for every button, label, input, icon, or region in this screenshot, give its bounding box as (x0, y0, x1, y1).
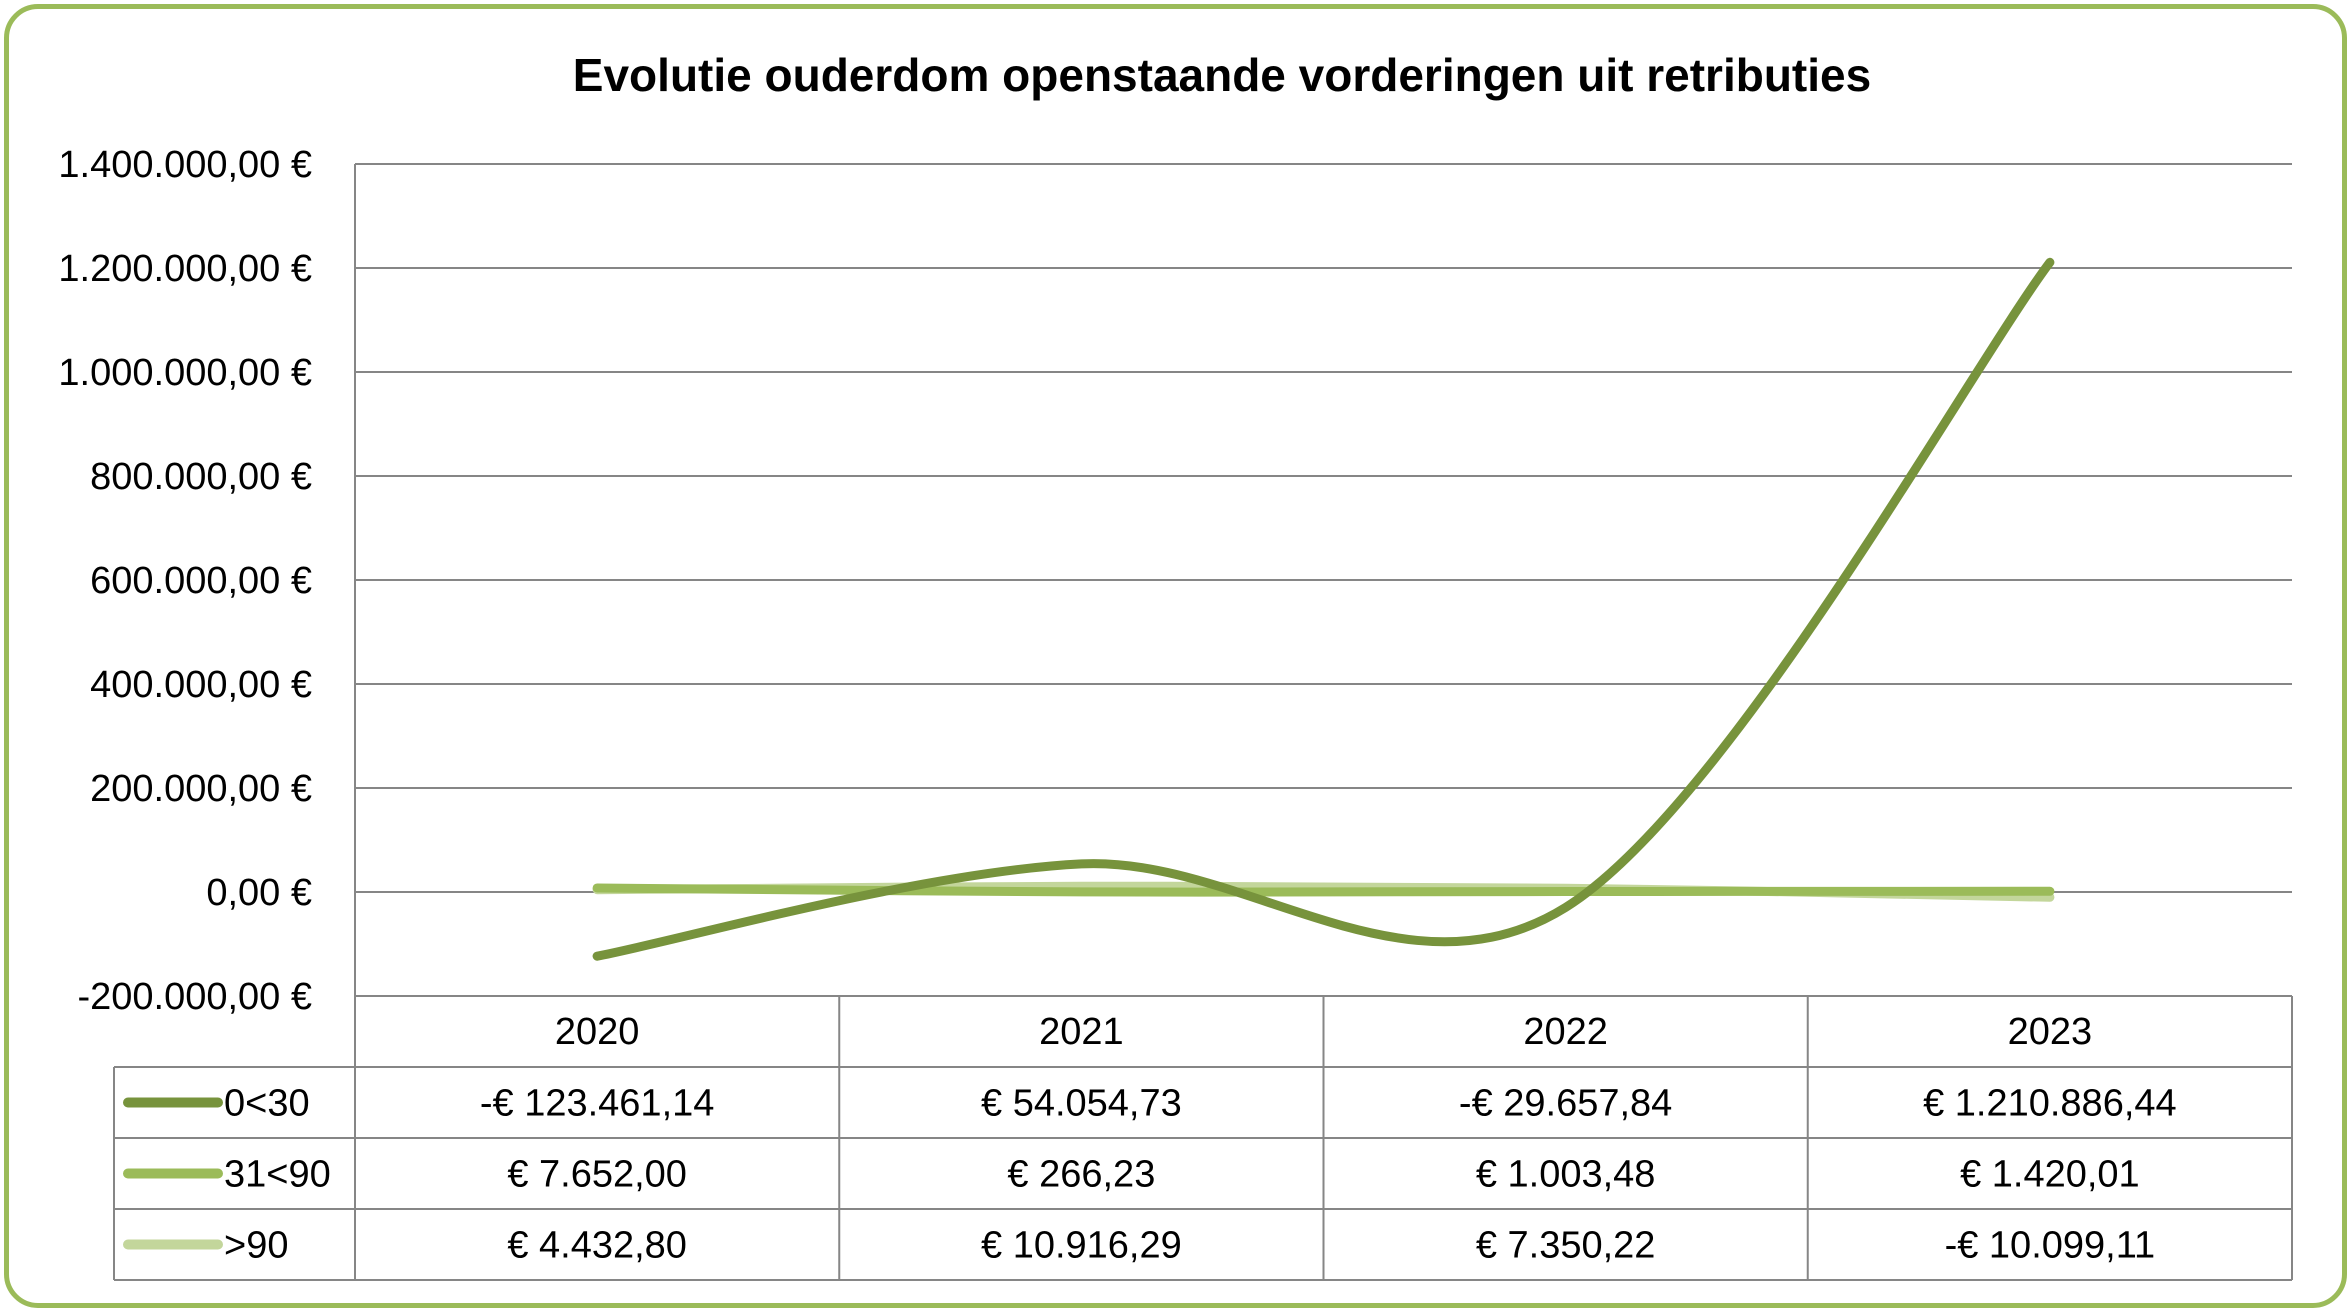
x-category-label: 2021 (1039, 1011, 1124, 1053)
y-tick-label: 600.000,00 € (90, 560, 312, 602)
y-tick-label: 1.000.000,00 € (58, 352, 312, 394)
y-tick-label: 200.000,00 € (90, 768, 312, 810)
y-tick-label: -200.000,00 € (77, 976, 312, 1018)
series-lines (592, 257, 2055, 961)
y-tick-label: 1.400.000,00 € (58, 144, 312, 186)
legend-label: >90 (224, 1225, 288, 1267)
legend-label: 31<90 (224, 1154, 331, 1196)
x-category-label: 2022 (1523, 1011, 1608, 1053)
series-line-2 (592, 883, 2055, 897)
data-table-cell: € 4.432,80 (507, 1225, 687, 1267)
x-category-label: 2023 (2008, 1011, 2093, 1053)
data-table-cell: -€ 10.099,11 (1945, 1225, 2156, 1267)
y-tick-label: 800.000,00 € (90, 456, 312, 498)
y-tick-label: 0,00 € (206, 872, 312, 914)
data-table: 2020 2021 2022 2023 0<30 -€ 123.461,14 € 54.05… (113, 996, 2293, 1281)
legend-label: 0<30 (224, 1083, 310, 1125)
data-table-cell: € 266,23 (1007, 1154, 1155, 1196)
data-table-cell: € 1.420,01 (1960, 1154, 2140, 1196)
x-category-label: 2020 (555, 1011, 640, 1053)
data-table-cell: € 1.003,48 (1476, 1154, 1656, 1196)
data-table-cell: -€ 123.461,14 (480, 1083, 715, 1125)
y-tick-label: 400.000,00 € (90, 664, 312, 706)
data-table-cell: -€ 29.657,84 (1459, 1083, 1672, 1125)
y-tick-label: 1.200.000,00 € (58, 248, 312, 290)
data-table-cell: € 10.916,29 (981, 1225, 1182, 1267)
chart-title: Evolutie ouderdom openstaande vorderinge… (573, 49, 1871, 101)
data-table-cell: € 1.210.886,44 (1923, 1083, 2177, 1125)
y-axis-tick-labels: -200.000,00 € 0,00 € 200.000,00 € 400.000,0… (58, 144, 312, 1018)
data-table-cell: € 7.652,00 (507, 1154, 687, 1196)
chart-frame (4, 4, 2347, 1308)
series-line-1 (592, 257, 2055, 961)
gridlines (354, 163, 2292, 997)
data-table-cell: € 54.054,73 (981, 1083, 1182, 1125)
data-table-cell: € 7.350,22 (1476, 1225, 1656, 1267)
